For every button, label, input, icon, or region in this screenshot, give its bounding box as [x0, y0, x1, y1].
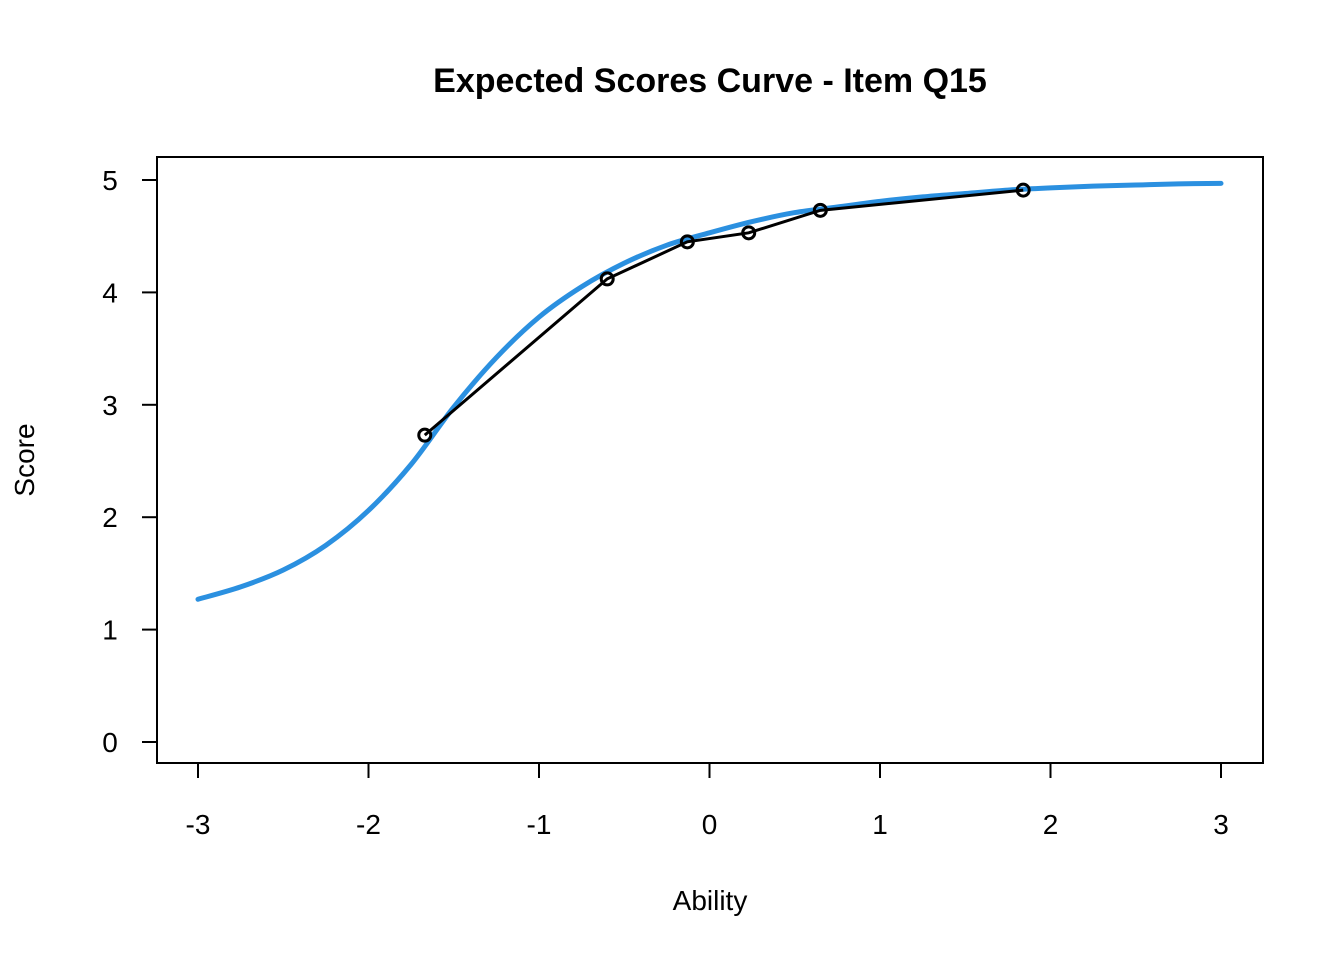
y-axis: 0 1 2 3 4 5 [102, 165, 158, 758]
x-tick-label: -2 [356, 809, 381, 840]
observed-score-line [423, 188, 1024, 437]
y-tick-label: 2 [102, 502, 118, 533]
plot-area [156, 156, 1264, 764]
x-axis-label: Ability [673, 885, 748, 916]
x-tick-label: 0 [702, 809, 718, 840]
series-layer [195, 180, 1224, 602]
y-tick-label: 4 [102, 277, 118, 308]
chart-title: Expected Scores Curve - Item Q15 [433, 62, 987, 100]
y-tick-label: 1 [102, 615, 118, 646]
x-tick-label: 3 [1213, 809, 1229, 840]
observed-score-point [1015, 182, 1031, 198]
x-tick-label: -1 [527, 809, 552, 840]
observed-score-point [679, 234, 695, 250]
observed-score-point [417, 427, 433, 443]
x-axis: -3 -2 -1 0 1 2 3 [186, 762, 1229, 840]
expected-score-curve [195, 180, 1224, 602]
y-axis-label: Score [9, 423, 40, 496]
x-tick-label: 1 [872, 809, 888, 840]
observed-score-point [812, 202, 828, 218]
x-tick-label: 2 [1043, 809, 1059, 840]
y-tick-label: 0 [102, 727, 118, 758]
observed-score-point [741, 225, 757, 241]
y-tick-label: 3 [102, 390, 118, 421]
x-tick-label: -3 [186, 809, 211, 840]
y-tick-label: 5 [102, 165, 118, 196]
observed-score-point [599, 271, 615, 287]
